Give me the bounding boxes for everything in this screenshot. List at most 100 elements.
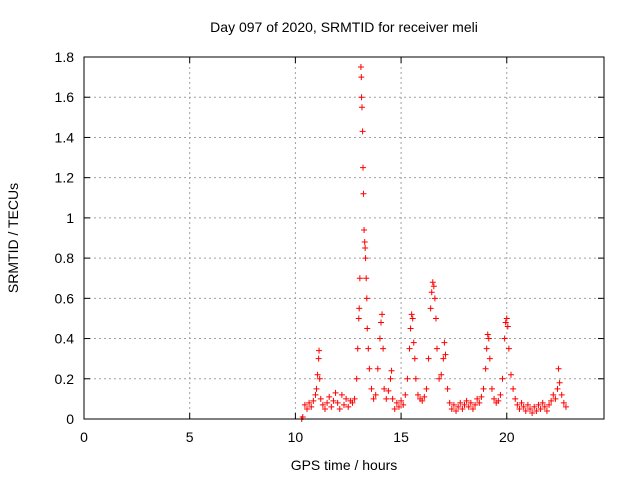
data-point xyxy=(499,375,506,382)
data-point xyxy=(446,399,453,406)
data-point xyxy=(461,401,468,408)
data-point xyxy=(316,347,323,354)
data-point xyxy=(364,325,371,332)
data-point xyxy=(455,403,462,410)
data-point xyxy=(301,401,308,408)
data-point xyxy=(406,345,413,352)
data-point xyxy=(381,385,388,392)
data-point xyxy=(330,397,337,404)
data-point xyxy=(353,375,360,382)
data-point xyxy=(358,104,365,111)
x-tick-label: 0 xyxy=(80,429,88,445)
data-point xyxy=(558,391,565,398)
data-point xyxy=(488,385,495,392)
data-point xyxy=(376,335,383,342)
data-point xyxy=(385,387,392,394)
y-tick-label: 0.2 xyxy=(55,371,75,387)
x-tick-label: 5 xyxy=(186,429,194,445)
data-point xyxy=(516,405,523,412)
data-point xyxy=(423,385,430,392)
data-point xyxy=(358,74,365,81)
data-point xyxy=(537,405,544,412)
data-point xyxy=(421,393,428,400)
data-point xyxy=(349,399,356,406)
data-point xyxy=(319,401,326,408)
data-point xyxy=(336,405,343,412)
y-tick-label: 0.6 xyxy=(55,290,75,306)
data-point xyxy=(362,245,369,252)
data-point xyxy=(363,295,370,302)
data-point xyxy=(317,395,324,402)
data-point xyxy=(430,283,437,290)
data-point xyxy=(408,311,415,318)
data-point xyxy=(512,395,519,402)
data-point xyxy=(434,345,441,352)
data-point xyxy=(502,319,509,326)
data-point xyxy=(432,315,439,322)
axis-ticks: 0 0.2 0.4 0.6 0.8 1 1.2 1.4 1.6 1.8 0 5 10 15 20 xyxy=(55,49,604,445)
data-point xyxy=(474,395,481,402)
data-point xyxy=(370,395,377,402)
data-point xyxy=(359,128,366,135)
data-point xyxy=(419,397,426,404)
data-point xyxy=(441,339,448,346)
data-point xyxy=(431,295,438,302)
data-point xyxy=(341,401,347,408)
data-point xyxy=(332,389,339,396)
data-point xyxy=(361,239,368,246)
y-tick-label: 1.4 xyxy=(55,129,75,145)
data-point xyxy=(407,325,414,332)
data-point xyxy=(379,311,386,318)
data-point xyxy=(529,409,536,416)
y-tick-label: 1.6 xyxy=(55,89,75,105)
data-point xyxy=(360,190,367,197)
data-point xyxy=(398,397,405,404)
data-point xyxy=(372,391,379,398)
data-point xyxy=(448,405,455,412)
data-point xyxy=(518,399,525,406)
data-point xyxy=(510,385,517,392)
data-point xyxy=(503,315,510,322)
data-point xyxy=(380,345,387,352)
data-point xyxy=(442,351,449,358)
data-point xyxy=(315,355,322,362)
data-point xyxy=(524,401,531,408)
data-point xyxy=(459,405,466,412)
data-point xyxy=(463,397,470,404)
data-point xyxy=(491,395,498,402)
data-point xyxy=(321,405,328,412)
data-points xyxy=(298,64,569,422)
data-point xyxy=(343,395,350,402)
data-point xyxy=(356,305,363,312)
data-point xyxy=(554,385,561,392)
data-point xyxy=(361,226,368,233)
x-tick-label: 20 xyxy=(499,429,515,445)
data-point xyxy=(304,405,311,412)
data-point xyxy=(556,379,563,386)
data-point xyxy=(412,375,419,382)
data-point xyxy=(467,399,474,406)
data-point xyxy=(546,401,553,408)
data-point xyxy=(389,395,396,402)
data-point xyxy=(358,94,365,101)
data-point xyxy=(356,275,363,282)
data-point xyxy=(453,407,460,414)
data-point xyxy=(450,401,457,408)
x-tick-label: 10 xyxy=(288,429,304,445)
data-point xyxy=(411,355,418,362)
data-point xyxy=(354,345,361,352)
data-point xyxy=(365,345,372,352)
data-point xyxy=(391,405,398,412)
chart-title: Day 097 of 2020, SRMTID for receiver mel… xyxy=(210,19,478,35)
grid-lines xyxy=(84,57,604,419)
data-point xyxy=(501,335,508,342)
data-point xyxy=(383,395,390,402)
data-point xyxy=(377,319,384,326)
data-point xyxy=(560,399,567,406)
data-point xyxy=(507,371,514,378)
y-tick-label: 0.4 xyxy=(55,331,75,347)
data-point xyxy=(306,399,313,406)
data-point xyxy=(328,403,335,410)
data-point xyxy=(366,365,373,372)
data-point xyxy=(425,355,432,362)
